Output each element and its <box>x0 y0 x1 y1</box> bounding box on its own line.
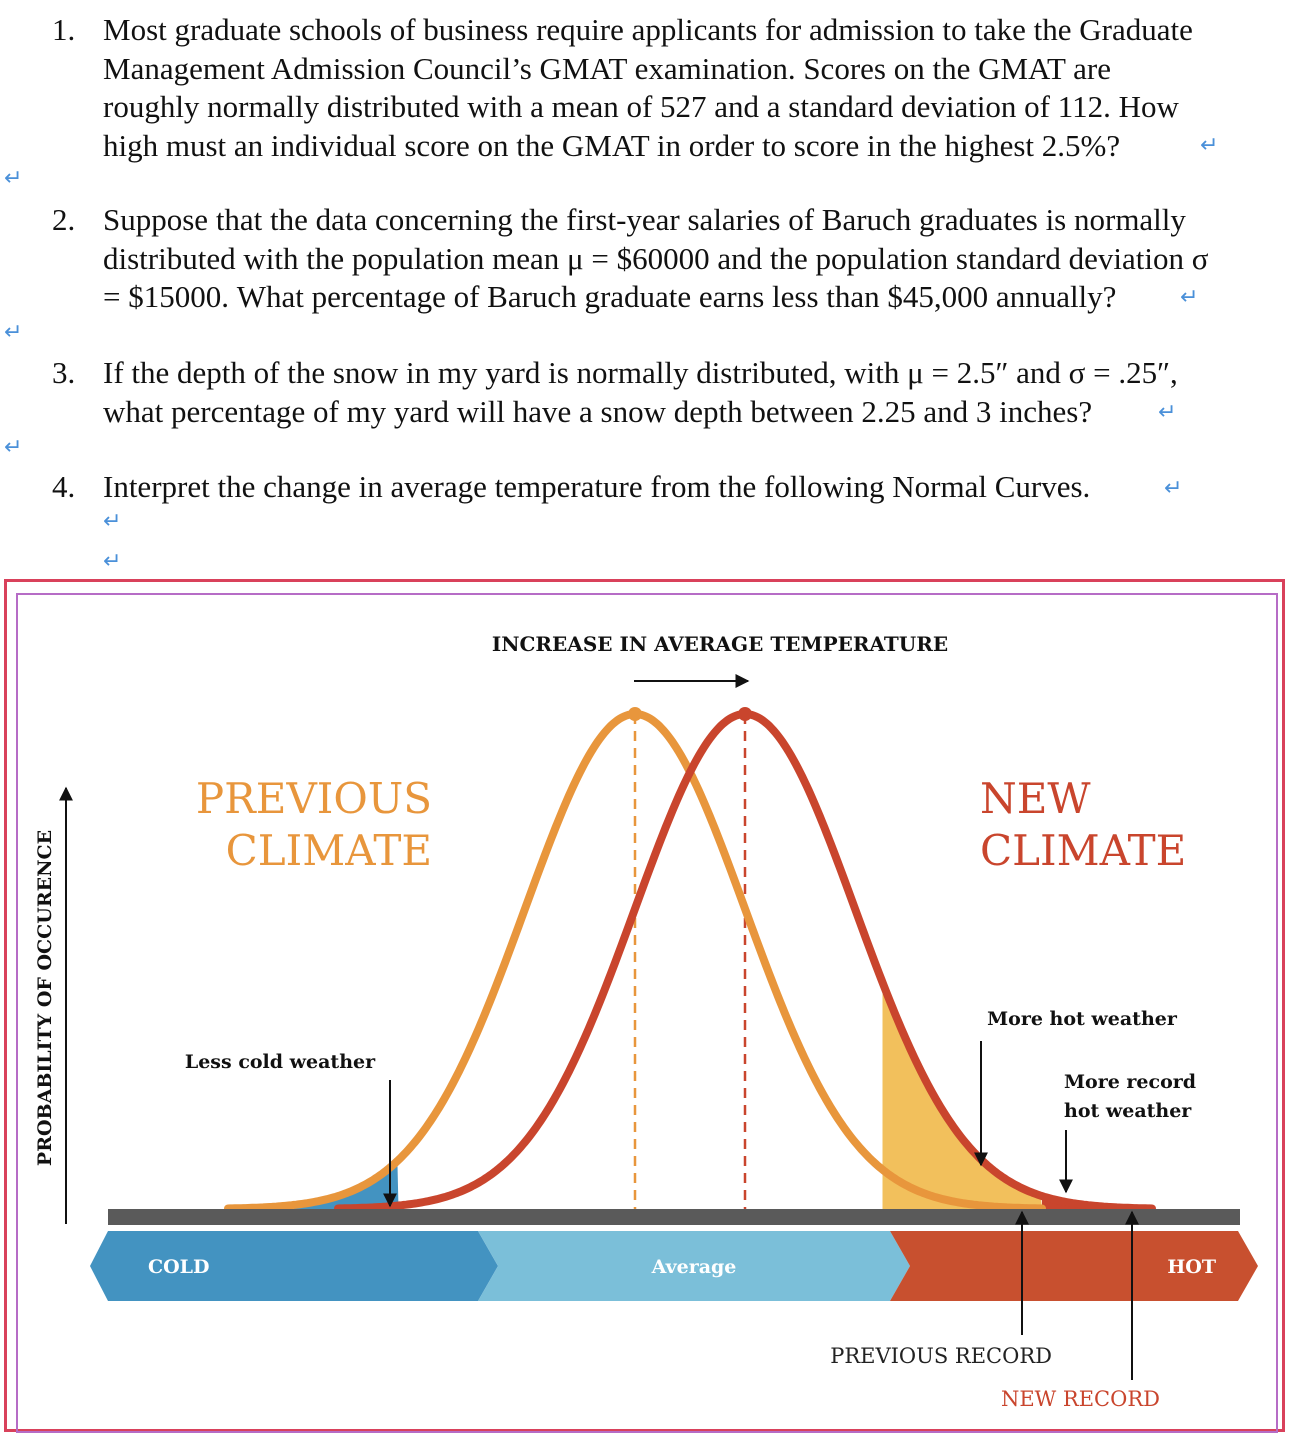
paragraph-mark-icon: ↵ <box>1158 400 1177 425</box>
question-text: Interpret the change in average temperat… <box>103 469 1091 504</box>
previous-climate-label-line1: PREVIOUS <box>196 774 432 823</box>
paragraph-mark-icon: ↵ <box>103 549 122 574</box>
question-number: 4. <box>52 469 76 504</box>
new-climate-label-line1: NEW <box>980 774 1091 823</box>
paragraph-mark-icon: ↵ <box>1164 476 1183 501</box>
climate-normal-curves-chart: INCREASE IN AVERAGE TEMPERATURE COLD Ave… <box>34 632 1258 1411</box>
previous-record-label: PREVIOUS RECORD <box>830 1344 1052 1368</box>
baseline-axis <box>108 1209 1240 1225</box>
paragraph-mark-icon: ↵ <box>1200 133 1219 158</box>
cold-label: COLD <box>148 1256 210 1278</box>
new-peak-marker <box>738 707 752 721</box>
hot-band <box>890 1231 1258 1301</box>
figure-frame <box>4 579 1285 1432</box>
question-text: If the depth of the snow in my yard is n… <box>103 355 1178 429</box>
question-number: 2. <box>52 202 76 237</box>
paragraph-mark-icon: ↵ <box>4 166 23 191</box>
figure-inner-frame <box>16 593 1278 1433</box>
question-number: 1. <box>52 12 76 47</box>
more-hot-shaded-area <box>882 982 1042 1209</box>
paragraph-mark-icon: ↵ <box>1180 285 1199 310</box>
average-label: Average <box>651 1256 737 1278</box>
paragraph-mark-icon: ↵ <box>4 320 23 345</box>
hot-label: HOT <box>1167 1256 1216 1278</box>
paragraph-mark-icon: ↵ <box>103 509 122 534</box>
paragraph-mark-icon: ↵ <box>4 435 23 460</box>
cold-band <box>90 1231 498 1301</box>
less-cold-shaded-area <box>294 1161 399 1209</box>
new-climate-label-line2: CLIMATE <box>980 826 1186 875</box>
question-list: 1. Most graduate schools of business req… <box>0 0 1292 575</box>
question-number: 3. <box>52 355 76 390</box>
more-record-annotation-line2: hot weather <box>1064 1100 1192 1122</box>
chart-title: INCREASE IN AVERAGE TEMPERATURE <box>492 632 948 656</box>
new-record-label: NEW RECORD <box>1001 1387 1160 1411</box>
y-axis-label: PROBABILITY OF OCCURENCE <box>34 830 56 1166</box>
question-text: Suppose that the data concerning the fir… <box>103 202 1209 314</box>
more-hot-annotation: More hot weather <box>987 1008 1178 1030</box>
less-cold-annotation: Less cold weather <box>185 1051 376 1073</box>
more-record-annotation-line1: More record <box>1064 1071 1196 1093</box>
average-band <box>478 1231 910 1301</box>
question-text: Most graduate schools of business requir… <box>103 12 1193 163</box>
previous-climate-label-line2: CLIMATE <box>226 826 432 875</box>
previous-peak-marker <box>628 707 642 721</box>
